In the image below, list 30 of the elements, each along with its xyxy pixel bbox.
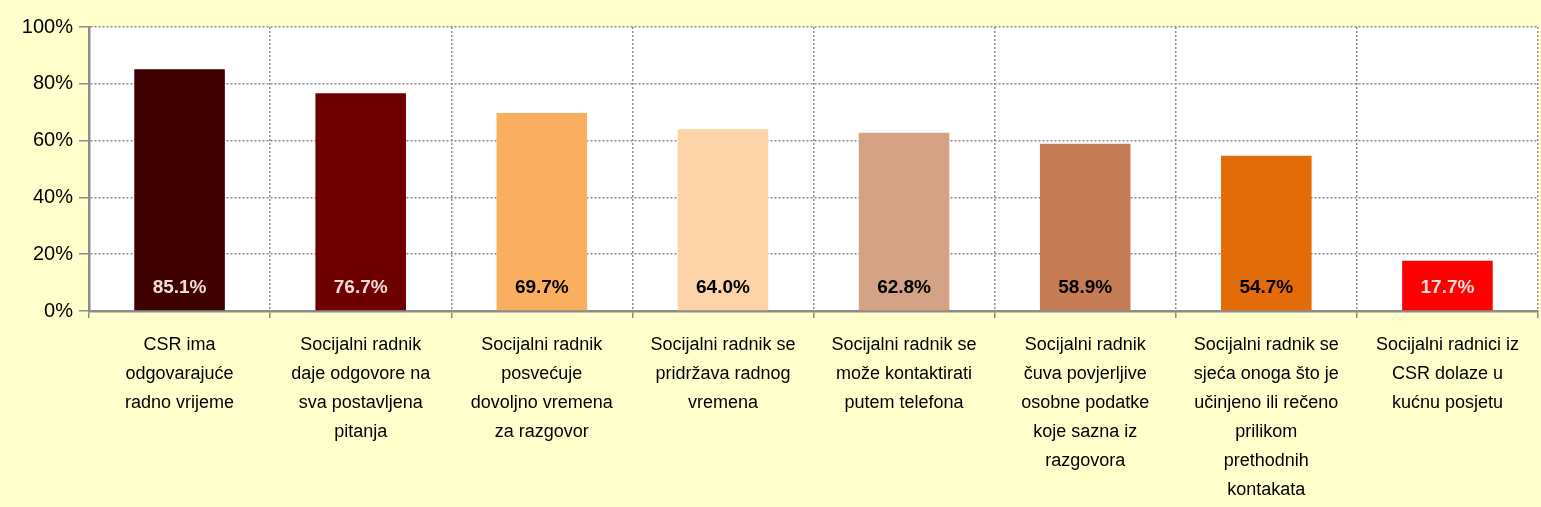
y-tick-label: 100% [21, 14, 74, 37]
bar [858, 132, 950, 311]
y-tick-label: 80% [32, 71, 74, 94]
data-label: 58.9% [1058, 276, 1113, 298]
x-tick-label: Socijalni radnik daje odgovore na sva postavljena pitanja [291, 333, 432, 442]
x-tick-label: Socijalni radnik se sjeća onoga što je učinjeno ili rečeno prilikom prethodnih kontakata [1193, 333, 1339, 500]
bar [134, 69, 225, 311]
x-tick-label: Socijalni radnik se može kontaktirati putem telefona [831, 333, 977, 412]
y-tick-label: 0% [44, 298, 74, 321]
bar [1221, 155, 1312, 311]
bar [677, 129, 769, 311]
x-tick-label: CSR ima odgovarajuće radno vrijeme [125, 333, 235, 412]
data-label: 69.7% [514, 276, 569, 298]
data-label: 17.7% [1420, 276, 1475, 298]
y-tick-label: 20% [32, 241, 74, 264]
bar [315, 93, 406, 311]
x-tick-label: Socijalni radnik posvećuje dovoljno vremena za razgovor [470, 333, 614, 442]
bar [1039, 143, 1131, 311]
data-label: 62.8% [877, 276, 932, 298]
data-label: 54.7% [1239, 276, 1294, 298]
bar [1402, 260, 1493, 311]
data-label: 64.0% [696, 276, 750, 298]
bar [496, 113, 588, 311]
y-tick-label: 60% [32, 128, 74, 151]
y-tick-label: 40% [32, 184, 74, 207]
data-label: 76.7% [333, 276, 388, 298]
data-label: 85.1% [152, 276, 207, 298]
x-tick-label: Socijalni radnik se pridržava radnog vremena [650, 333, 796, 412]
x-tick-label: Socijalni radnik čuva povjerljive osobne podatke koje sazna iz razgovora [1021, 333, 1150, 471]
x-tick-label: Socijalni radnici iz CSR dolaze u kućnu posjetu [1375, 333, 1519, 412]
